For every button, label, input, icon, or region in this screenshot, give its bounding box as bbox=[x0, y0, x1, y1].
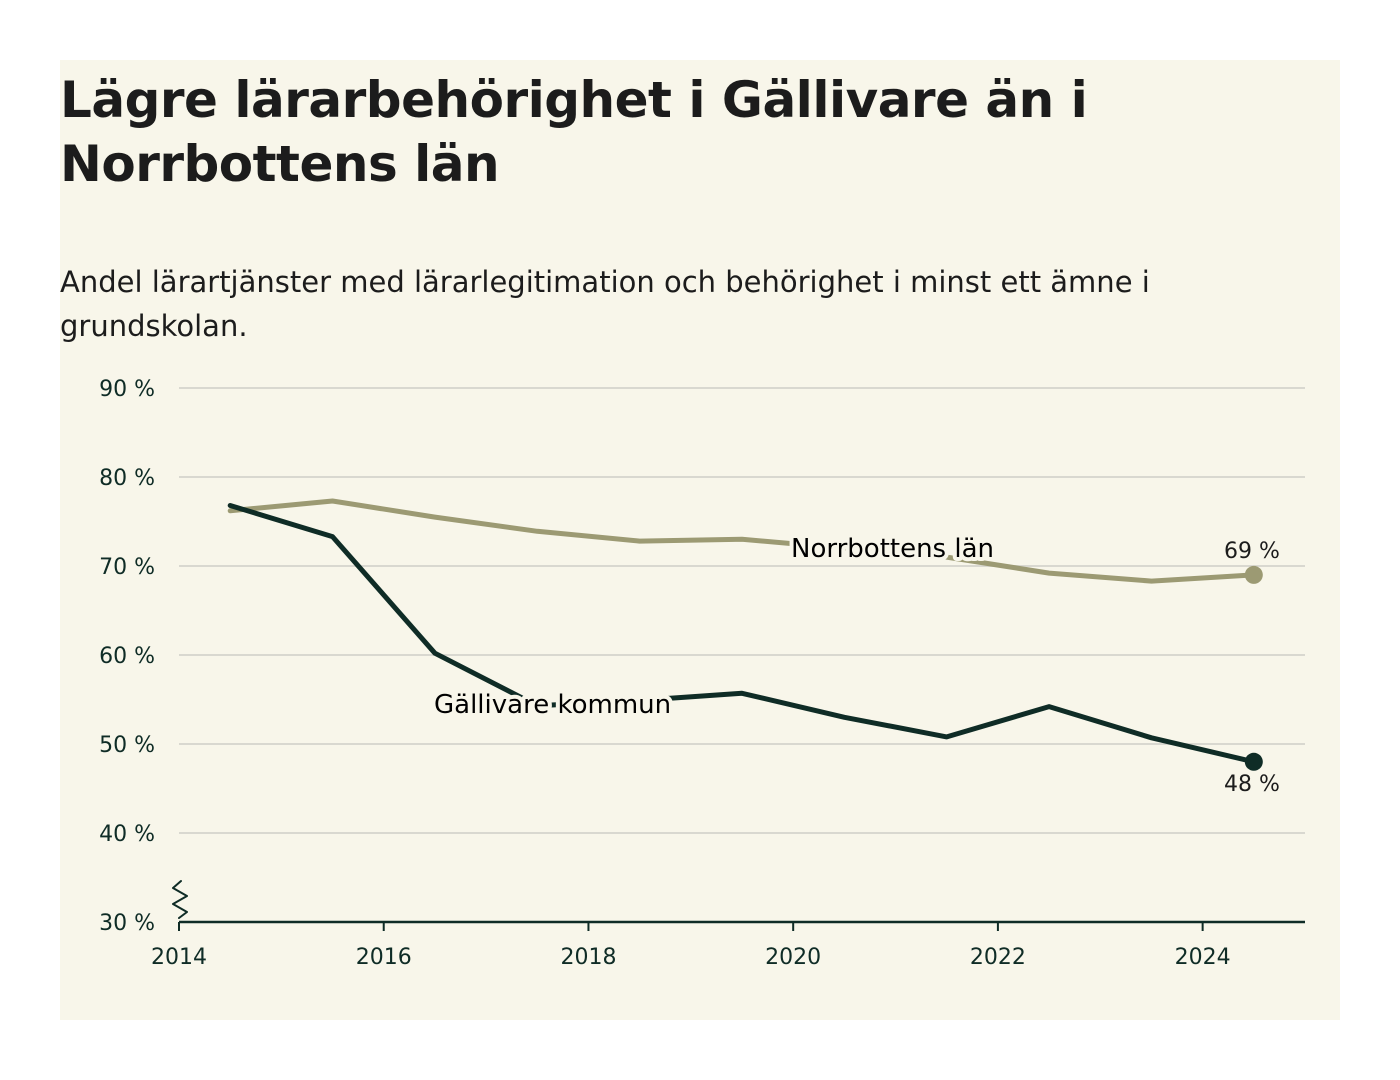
x-tick-label-2018: 2018 bbox=[560, 945, 616, 970]
chart-card: Lägre lärarbehörighet i Gällivare än i N… bbox=[60, 60, 1340, 1020]
end-point-gällivare-kommun bbox=[1244, 752, 1263, 771]
x-tick-label-2016: 2016 bbox=[356, 945, 412, 970]
axis-break-icon bbox=[172, 880, 188, 919]
end-label-gallivare-kommun: 48 % bbox=[1224, 772, 1280, 797]
end-label-norrbottens-lan: 69 % bbox=[1224, 539, 1280, 564]
y-tick-label-80: 80 % bbox=[99, 466, 155, 491]
y-tick-label-70: 70 % bbox=[99, 555, 155, 580]
chart-subtitle: Andel lärartjänster med lärarlegitimatio… bbox=[60, 265, 1150, 343]
chart-title: Lägre lärarbehörighet i Gällivare än i N… bbox=[60, 71, 1088, 193]
y-tick-label-60: 60 % bbox=[99, 644, 155, 669]
series-line-norrbottens-län bbox=[227, 498, 1257, 584]
y-axis: 30 % 40 % 50 % 60 % 70 % 80 % 90 % bbox=[99, 377, 155, 936]
x-tick-label-2022: 2022 bbox=[970, 945, 1026, 970]
x-tick-label-2024: 2024 bbox=[1175, 945, 1231, 970]
y-tick-label-40: 40 % bbox=[99, 822, 155, 847]
x-axis: 2014 2016 2018 2020 2022 2024 bbox=[151, 880, 1305, 970]
y-tick-label-50: 50 % bbox=[99, 733, 155, 758]
series bbox=[227, 498, 1263, 771]
series-line-gällivare-kommun bbox=[227, 503, 1257, 765]
gridlines bbox=[179, 387, 1305, 834]
series-label-gallivare-kommun: Gällivare kommun bbox=[434, 690, 671, 720]
x-tick-label-2020: 2020 bbox=[765, 945, 821, 970]
series-label-norrbottens-lan: Norrbottens län bbox=[791, 534, 994, 564]
end-point-norrbottens-län bbox=[1244, 565, 1263, 584]
line-chart: 30 %40 %50 %60 %70 %80 %90 % 2014 2016 201… bbox=[99, 377, 1305, 970]
y-tick-label-90: 90 % bbox=[99, 377, 155, 402]
y-tick-label-30: 30 % bbox=[99, 911, 155, 936]
x-tick-label-2014: 2014 bbox=[151, 945, 207, 970]
